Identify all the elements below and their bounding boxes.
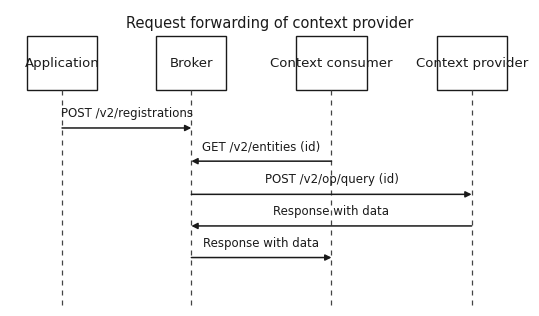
Bar bbox=[296, 36, 367, 90]
Text: Context provider: Context provider bbox=[416, 57, 528, 70]
Text: Context consumer: Context consumer bbox=[270, 57, 393, 70]
Text: POST /v2/op/query (id): POST /v2/op/query (id) bbox=[265, 173, 398, 186]
Bar bbox=[27, 36, 97, 90]
Text: Broker: Broker bbox=[170, 57, 213, 70]
Text: Response with data: Response with data bbox=[203, 237, 320, 250]
Bar bbox=[437, 36, 507, 90]
Bar bbox=[156, 36, 226, 90]
Text: Application: Application bbox=[25, 57, 99, 70]
Text: Request forwarding of context provider: Request forwarding of context provider bbox=[126, 16, 413, 31]
Text: GET /v2/entities (id): GET /v2/entities (id) bbox=[202, 140, 321, 153]
Text: Response with data: Response with data bbox=[273, 205, 390, 218]
Text: POST /v2/registrations: POST /v2/registrations bbox=[61, 107, 192, 120]
